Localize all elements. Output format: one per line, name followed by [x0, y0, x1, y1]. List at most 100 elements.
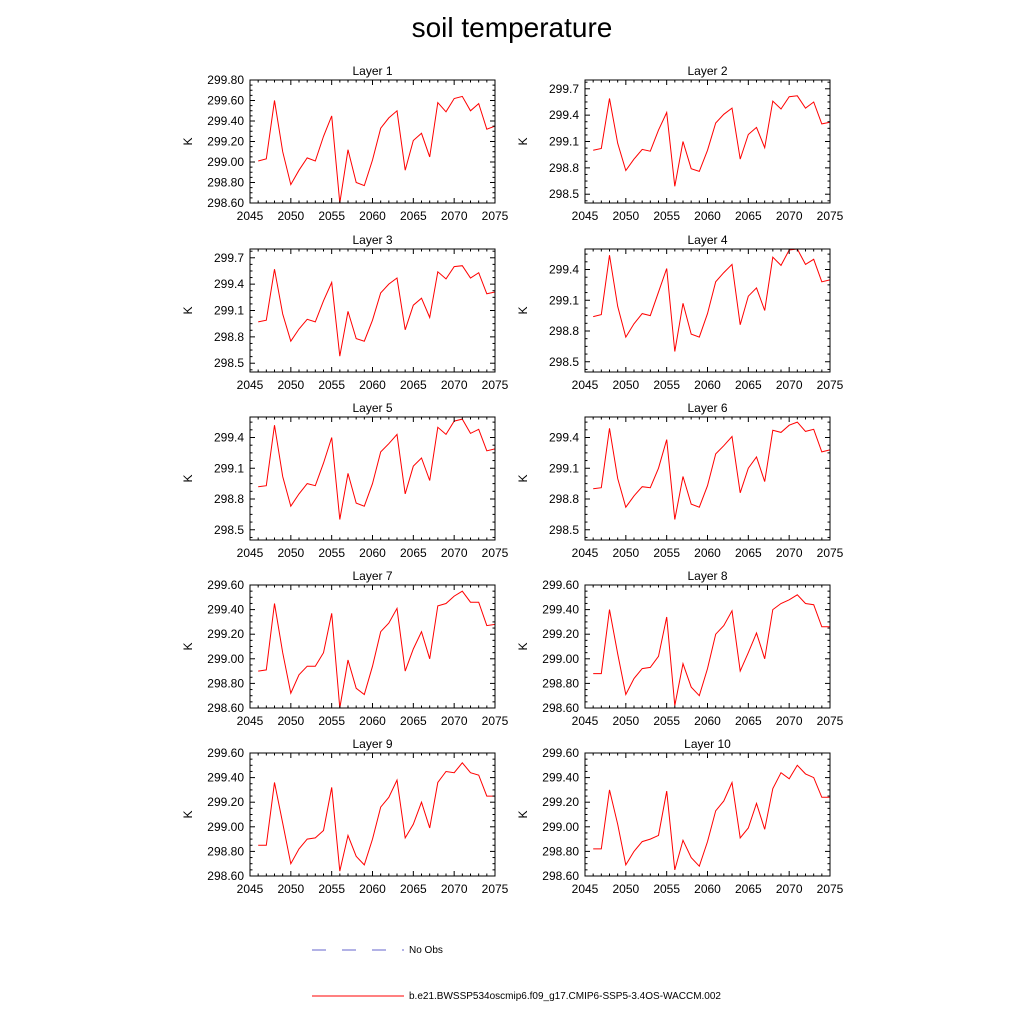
y-tick-label: 298.80 — [207, 676, 244, 690]
panel-layer-10: Layer 10 K 2045 2050 2055 2060 2065 2070 2075 298… — [516, 737, 844, 896]
x-tick-label: 2055 — [318, 546, 345, 560]
y-tick-label: 299.40 — [542, 771, 579, 785]
x-tick-label: 2075 — [817, 714, 844, 728]
panel-layer-9: Layer 9 K 2045 2050 2055 2060 2065 2070 2075 298.… — [181, 737, 509, 896]
y-axis-label: K — [516, 642, 530, 650]
x-tick-label: 2070 — [441, 714, 468, 728]
y-tick-label: 299.20 — [207, 135, 244, 149]
y-axis-label: K — [516, 306, 530, 314]
y-axis-label: K — [516, 474, 530, 482]
panel-title: Layer 6 — [687, 401, 727, 415]
plot-frame — [249, 416, 496, 541]
y-tick-label: 299.4 — [214, 277, 244, 291]
series-line — [258, 95, 495, 203]
series-line — [258, 590, 495, 708]
x-tick-label: 2070 — [441, 209, 468, 223]
y-tick-label: 298.5 — [549, 355, 579, 369]
figure-title: soil temperature — [411, 12, 613, 43]
y-tick-label: 299.40 — [542, 603, 579, 617]
x-tick-label: 2055 — [318, 714, 345, 728]
plot-frame — [249, 248, 496, 373]
x-tick-label: 2045 — [237, 714, 264, 728]
x-tick-label: 2070 — [776, 882, 803, 896]
x-tick-label: 2050 — [277, 714, 304, 728]
x-tick-label: 2050 — [277, 209, 304, 223]
series-line — [593, 594, 830, 706]
x-tick-label: 2060 — [694, 714, 721, 728]
panel-title: Layer 10 — [684, 737, 731, 751]
x-tick-label: 2060 — [694, 546, 721, 560]
y-tick-label: 299.4 — [549, 263, 579, 277]
y-tick-label: 299.60 — [207, 746, 244, 760]
y-tick-label: 298.60 — [542, 701, 579, 715]
x-tick-label: 2065 — [735, 882, 762, 896]
y-tick-label: 299.1 — [549, 293, 579, 307]
y-tick-label: 299.4 — [214, 431, 244, 445]
x-tick-label: 2045 — [572, 714, 599, 728]
x-tick-label: 2070 — [441, 546, 468, 560]
x-tick-label: 2070 — [441, 882, 468, 896]
plot-frame — [249, 752, 496, 877]
x-tick-label: 2045 — [572, 546, 599, 560]
y-axis-label: K — [181, 642, 195, 650]
x-tick-label: 2045 — [237, 882, 264, 896]
x-tick-label: 2050 — [612, 378, 639, 392]
x-tick-label: 2075 — [482, 378, 509, 392]
x-tick-label: 2065 — [400, 882, 427, 896]
x-tick-label: 2070 — [776, 714, 803, 728]
panel-title: Layer 3 — [352, 233, 392, 247]
y-tick-label: 298.60 — [207, 701, 244, 715]
y-tick-label: 299.1 — [214, 461, 244, 475]
y-tick-label: 299.1 — [214, 304, 244, 318]
y-tick-label: 299.4 — [549, 108, 579, 122]
legend: No Obs b.e21.BWSSP534oscmip6.f09_g17.CMIP… — [312, 945, 721, 1002]
x-tick-label: 2060 — [359, 546, 386, 560]
x-tick-label: 2075 — [817, 882, 844, 896]
x-tick-label: 2060 — [359, 882, 386, 896]
y-tick-label: 298.5 — [214, 523, 244, 537]
series-line — [258, 762, 495, 872]
y-tick-label: 298.5 — [549, 523, 579, 537]
plot-frame — [584, 79, 831, 204]
panel-title: Layer 9 — [352, 737, 392, 751]
plot-frame — [584, 248, 831, 373]
y-tick-label: 299.60 — [207, 578, 244, 592]
x-tick-label: 2045 — [572, 882, 599, 896]
y-tick-label: 298.80 — [542, 844, 579, 858]
y-tick-label: 298.8 — [549, 324, 579, 338]
panel-title: Layer 7 — [352, 569, 392, 583]
y-tick-label: 299.4 — [549, 431, 579, 445]
y-tick-label: 299.60 — [207, 94, 244, 108]
x-tick-label: 2075 — [817, 378, 844, 392]
x-tick-label: 2045 — [237, 209, 264, 223]
x-tick-label: 2055 — [318, 209, 345, 223]
y-tick-label: 298.60 — [207, 869, 244, 883]
y-tick-label: 299.1 — [549, 461, 579, 475]
x-tick-label: 2050 — [612, 882, 639, 896]
y-axis-label: K — [181, 306, 195, 314]
y-tick-label: 298.5 — [214, 356, 244, 370]
x-tick-label: 2065 — [735, 209, 762, 223]
y-tick-label: 299.20 — [207, 795, 244, 809]
x-tick-label: 2075 — [817, 546, 844, 560]
legend-model-label: b.e21.BWSSP534oscmip6.f09_g17.CMIP6-SSP5… — [409, 991, 721, 1002]
y-tick-label: 298.80 — [207, 176, 244, 190]
x-tick-label: 2075 — [482, 546, 509, 560]
x-tick-label: 2050 — [277, 378, 304, 392]
y-tick-label: 299.60 — [542, 578, 579, 592]
x-tick-label: 2075 — [482, 209, 509, 223]
x-tick-label: 2065 — [735, 378, 762, 392]
x-tick-label: 2075 — [482, 714, 509, 728]
x-tick-label: 2060 — [359, 378, 386, 392]
y-tick-label: 298.60 — [207, 196, 244, 210]
panel-layer-7: Layer 7 K 2045 2050 2055 2060 2065 2070 2075 298.… — [181, 569, 509, 728]
x-tick-label: 2050 — [612, 546, 639, 560]
x-tick-label: 2050 — [277, 546, 304, 560]
y-tick-label: 299.60 — [542, 746, 579, 760]
x-tick-label: 2060 — [694, 882, 721, 896]
y-tick-label: 299.00 — [207, 652, 244, 666]
y-axis-label: K — [181, 810, 195, 818]
panel-layer-2: Layer 2 K 2045 2050 2055 2060 2065 2070 2075 298.… — [516, 64, 844, 223]
series-line — [593, 764, 830, 871]
x-tick-label: 2060 — [694, 209, 721, 223]
